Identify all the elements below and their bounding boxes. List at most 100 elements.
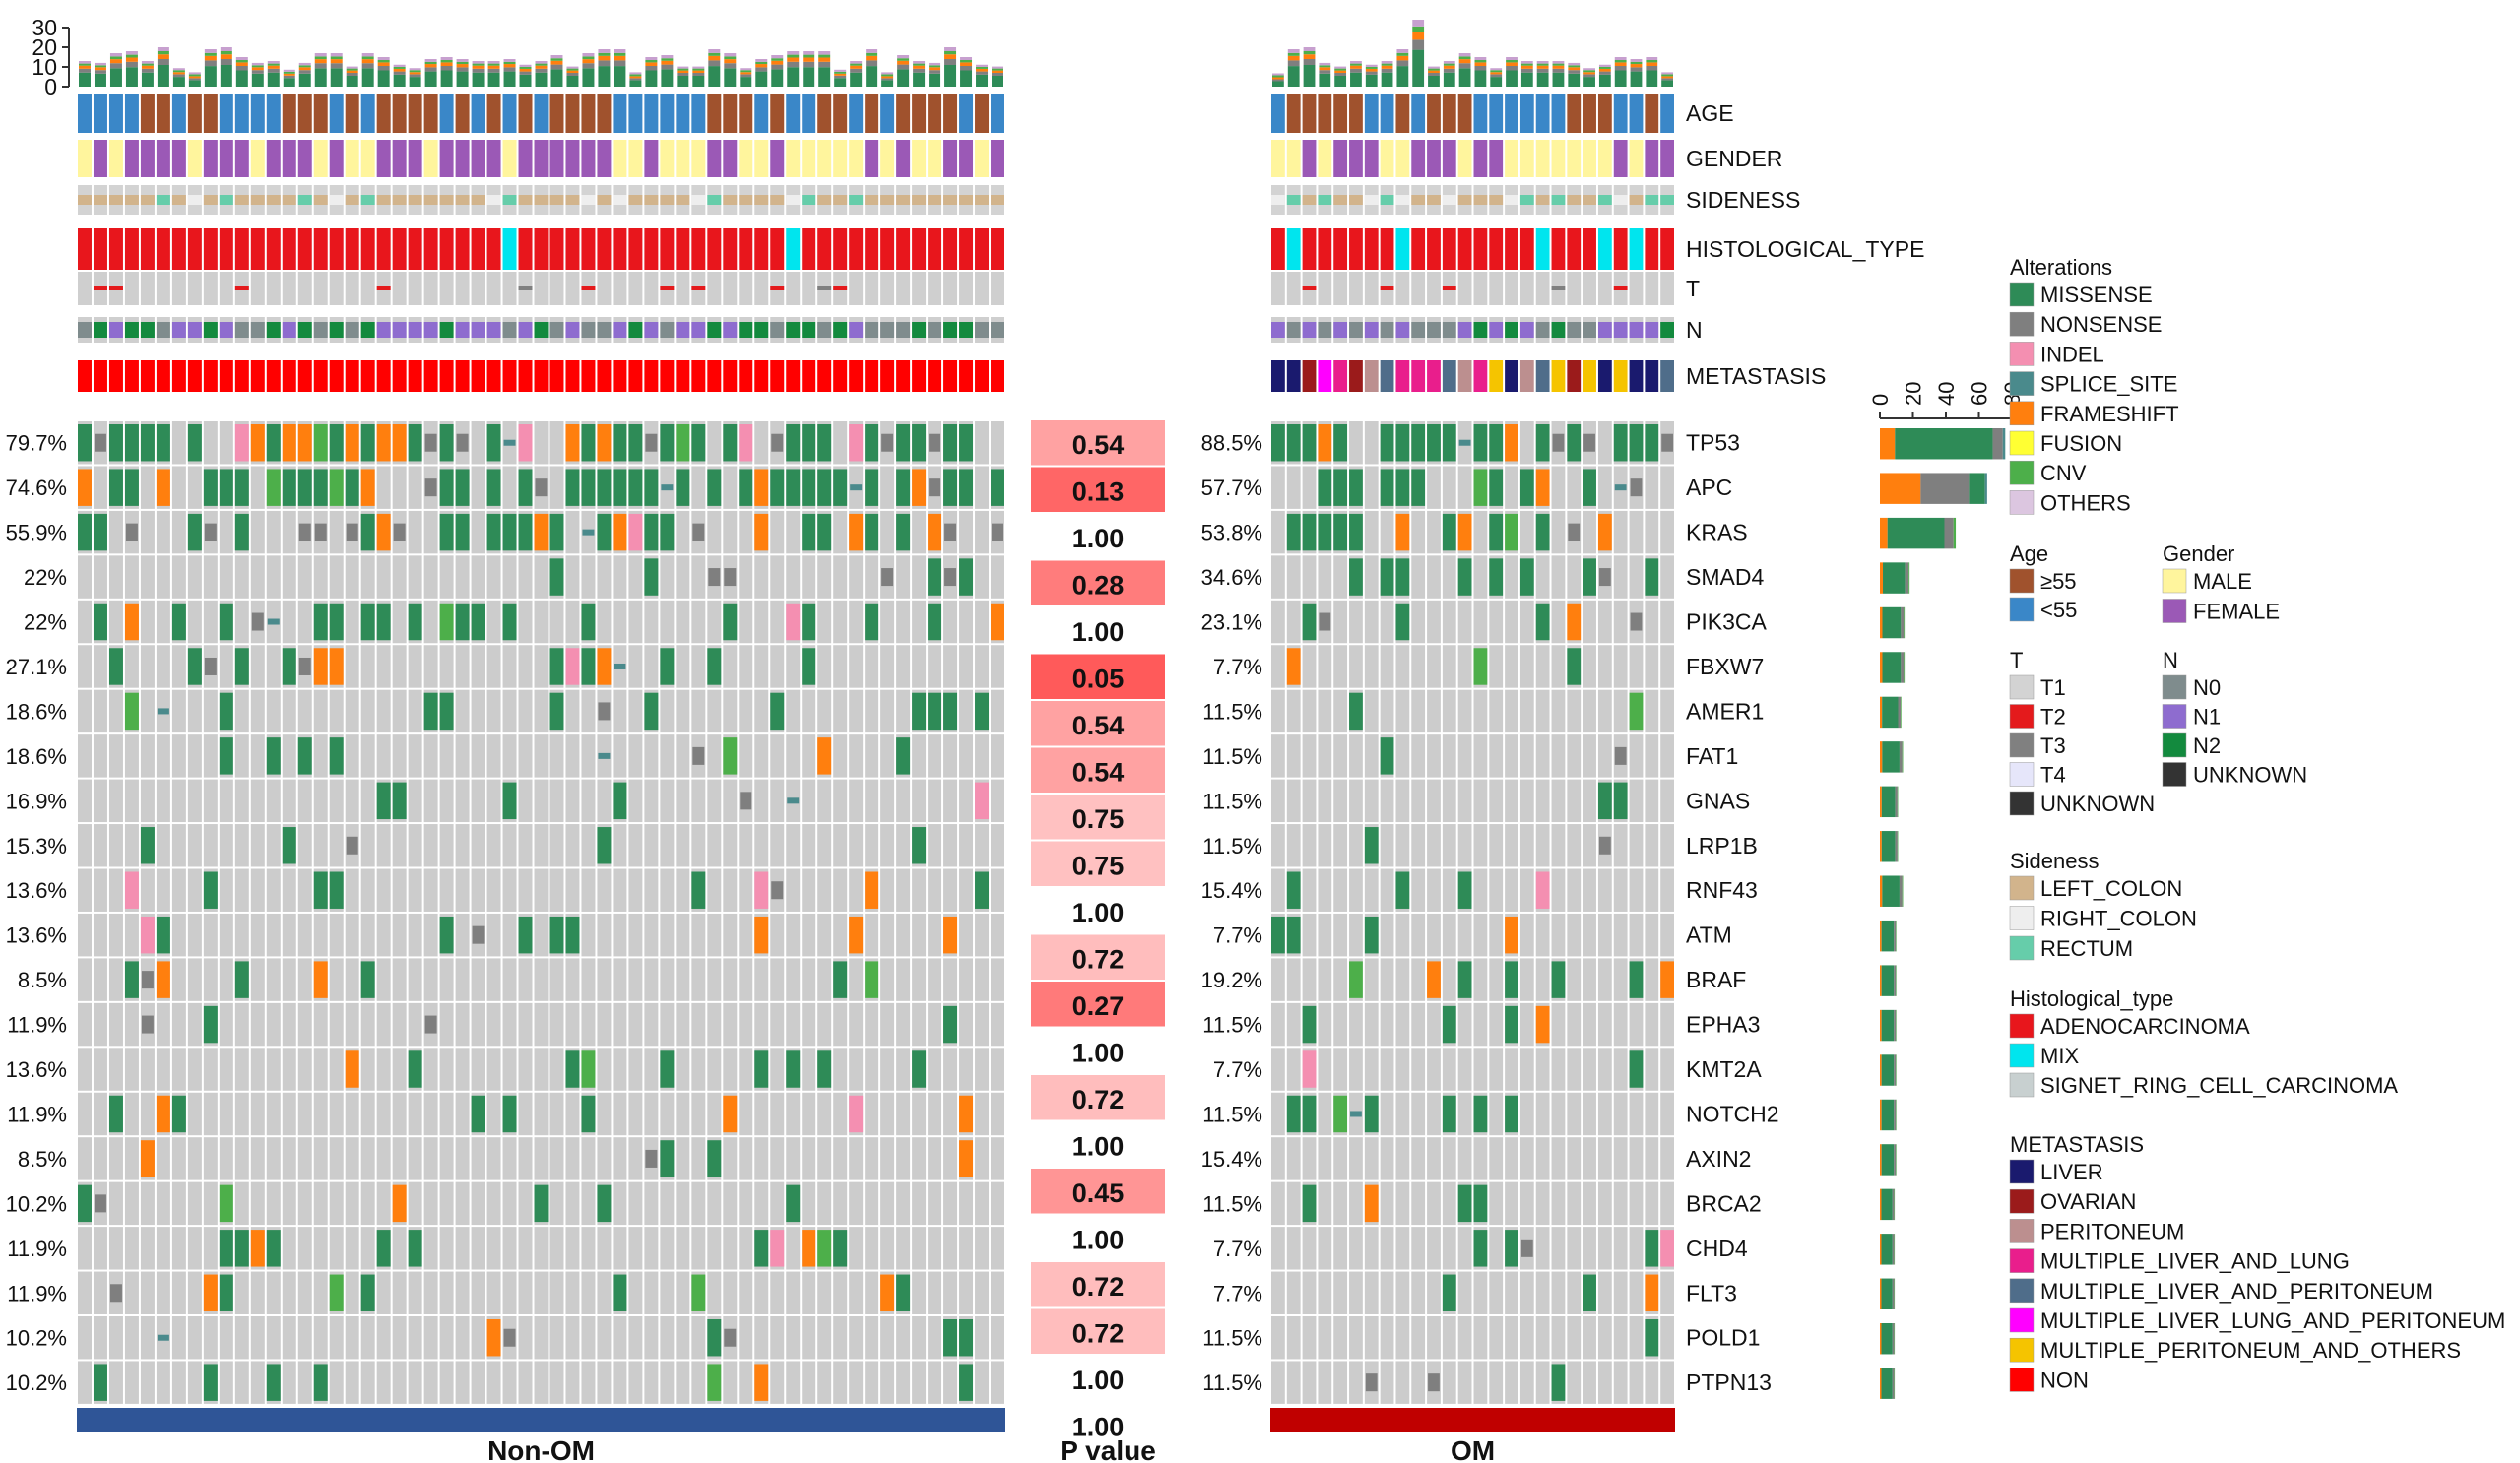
clinical-cell: [1597, 195, 1612, 205]
matrix-cell: [1660, 466, 1674, 509]
legend-swatch: [2009, 674, 2035, 700]
top-bar-segment: [550, 60, 563, 65]
clinical-cell: [849, 94, 864, 133]
matrix-cell: [1505, 779, 1518, 823]
legend-label: LIVER: [2040, 1160, 2103, 1184]
mutation-mark: [376, 513, 391, 551]
legend-label: CNV: [2040, 461, 2087, 485]
matrix-cell: [628, 913, 643, 957]
mutation-mark: [660, 648, 675, 685]
matrix-cell: [1613, 913, 1628, 957]
matrix-cell: [597, 779, 612, 823]
top-bar-segment: [1646, 70, 1658, 87]
matrix-cell: [250, 1316, 265, 1360]
matrix-cell: [1380, 824, 1394, 867]
mutation-mark: [770, 1230, 785, 1267]
mutation-mark: [597, 827, 612, 864]
mutation-mark: [1567, 424, 1582, 462]
top-bar-segment: [1350, 68, 1362, 73]
top-bar-segment: [1568, 73, 1581, 87]
side-bar-segment: [1894, 1054, 1897, 1086]
matrix-cell: [187, 1316, 202, 1360]
matrix-cell: [739, 913, 753, 957]
matrix-cell: [518, 555, 533, 599]
top-bar-segment: [755, 59, 768, 62]
clinical-cell: [171, 360, 186, 392]
matrix-cell: [676, 1361, 690, 1404]
matrix-cell: [1489, 868, 1504, 912]
matrix-cell: [1473, 555, 1488, 599]
side-bar-segment: [1902, 875, 1904, 907]
matrix-cell: [313, 1316, 328, 1360]
matrix-cell: [1629, 1137, 1644, 1180]
matrix-cell: [423, 1092, 438, 1136]
mutation-mark: [1442, 1095, 1456, 1133]
mutation-mark: [660, 513, 675, 551]
clinical-cell: [408, 228, 422, 270]
p-value-cell: [1031, 1028, 1165, 1073]
clinical-cell-bg: [644, 272, 659, 305]
mutation-mark: [439, 692, 454, 731]
matrix-cell: [1271, 824, 1285, 867]
clinical-cell: [171, 94, 186, 133]
clinical-cell-bg: [360, 272, 375, 305]
clinical-cell: [1505, 322, 1518, 338]
mutation-mark: [1535, 1005, 1550, 1044]
matrix-cell: [1505, 1271, 1518, 1314]
matrix-cell: [1427, 734, 1441, 778]
matrix-cell: [849, 1181, 864, 1226]
matrix-cell: [471, 555, 485, 599]
top-bar-segment: [220, 54, 232, 59]
matrix-cell: [455, 645, 470, 688]
side-bar-segment: [1969, 473, 1985, 504]
side-axis-tick-label: 40: [1934, 382, 1959, 406]
matrix-cell: [1411, 779, 1426, 823]
mutation-mark: [1583, 433, 1595, 452]
clinical-cell: [187, 360, 202, 392]
top-bar-segment: [724, 68, 737, 87]
matrix-cell: [78, 958, 92, 1001]
matrix-cell: [408, 913, 422, 957]
top-bar-segment: [755, 67, 768, 72]
matrix-cell: [1271, 1181, 1285, 1226]
p-value-text: 1.00: [1072, 1131, 1125, 1161]
top-bar-segment: [440, 57, 453, 60]
matrix-cell: [912, 1181, 927, 1226]
matrix-cell: [1505, 645, 1518, 688]
clinical-cell: [1567, 360, 1582, 392]
top-bar-segment: [283, 75, 295, 79]
mutation-mark: [865, 871, 879, 909]
matrix-cell: [534, 600, 549, 644]
matrix-cell: [959, 645, 974, 688]
matrix-cell: [628, 1316, 643, 1360]
clinical-cell-bg: [1567, 272, 1582, 305]
matrix-cell: [455, 913, 470, 957]
side-bar-segment: [1892, 1234, 1895, 1265]
mutation-mark: [644, 513, 659, 551]
matrix-cell: [1271, 510, 1285, 554]
clinical-cell: [392, 322, 407, 338]
matrix-cell: [1286, 466, 1301, 509]
top-bar-segment: [771, 64, 784, 70]
matrix-cell: [439, 734, 454, 778]
matrix-cell: [250, 689, 265, 733]
top-bar-segment: [1474, 70, 1487, 87]
matrix-cell: [754, 1181, 769, 1226]
mutation-mark: [1442, 1005, 1456, 1044]
matrix-cell: [865, 913, 879, 957]
matrix-cell: [565, 555, 580, 599]
matrix-cell: [1411, 555, 1426, 599]
side-bar-segment: [1901, 696, 1902, 729]
matrix-cell: [108, 689, 123, 733]
matrix-cell: [817, 779, 832, 823]
matrix-cell: [1333, 1002, 1348, 1047]
matrix-cell: [266, 510, 281, 554]
matrix-cell: [802, 1361, 816, 1404]
clinical-cell: [770, 228, 785, 270]
matrix-cell: [644, 868, 659, 912]
legend-label: T3: [2040, 733, 2066, 758]
top-bar-segment: [834, 75, 847, 79]
clinical-cell: [1395, 94, 1410, 133]
top-bar-segment: [440, 66, 453, 71]
top-bar-segment: [251, 73, 264, 87]
